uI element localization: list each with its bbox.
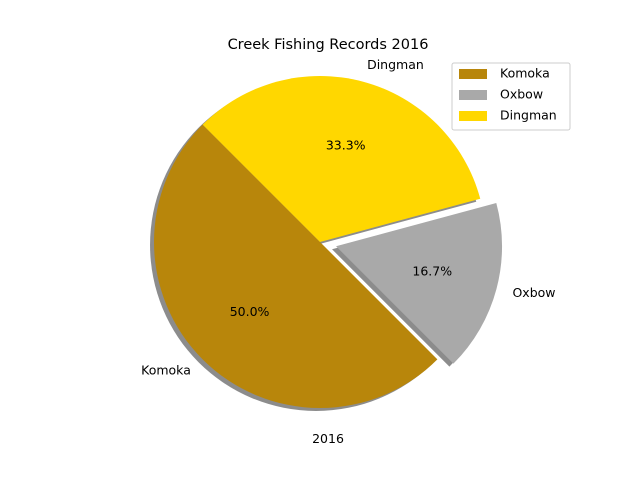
legend-swatch-oxbow [459,90,487,100]
legend: Komoka Oxbow Dingman [451,62,571,131]
pct-label-oxbow: 16.7% [412,263,452,278]
legend-label-dingman: Dingman [500,108,557,123]
slice-label-dingman: Dingman [367,57,424,72]
label-layer: Komoka 50.0% Oxbow 16.7% Dingman 33.3% [141,57,555,378]
x-axis-label: 2016 [312,431,344,446]
pie-slice-dingman [202,76,481,242]
legend-label-oxbow: Oxbow [500,87,543,102]
pie-slice-oxbow [336,202,503,364]
chart-title: Creek Fishing Records 2016 [228,37,429,53]
legend-label-komoka: Komoka [500,66,550,81]
legend-swatch-komoka [459,69,487,79]
slice-layer [154,76,503,409]
pct-label-dingman: 33.3% [326,137,366,152]
pie-slice-komoka [154,124,438,409]
pct-label-komoka: 50.0% [230,304,270,319]
legend-entries: Komoka Oxbow Dingman [459,66,557,123]
slice-label-oxbow: Oxbow [512,285,555,300]
legend-swatch-dingman [459,111,487,121]
slice-label-komoka: Komoka [141,363,191,378]
